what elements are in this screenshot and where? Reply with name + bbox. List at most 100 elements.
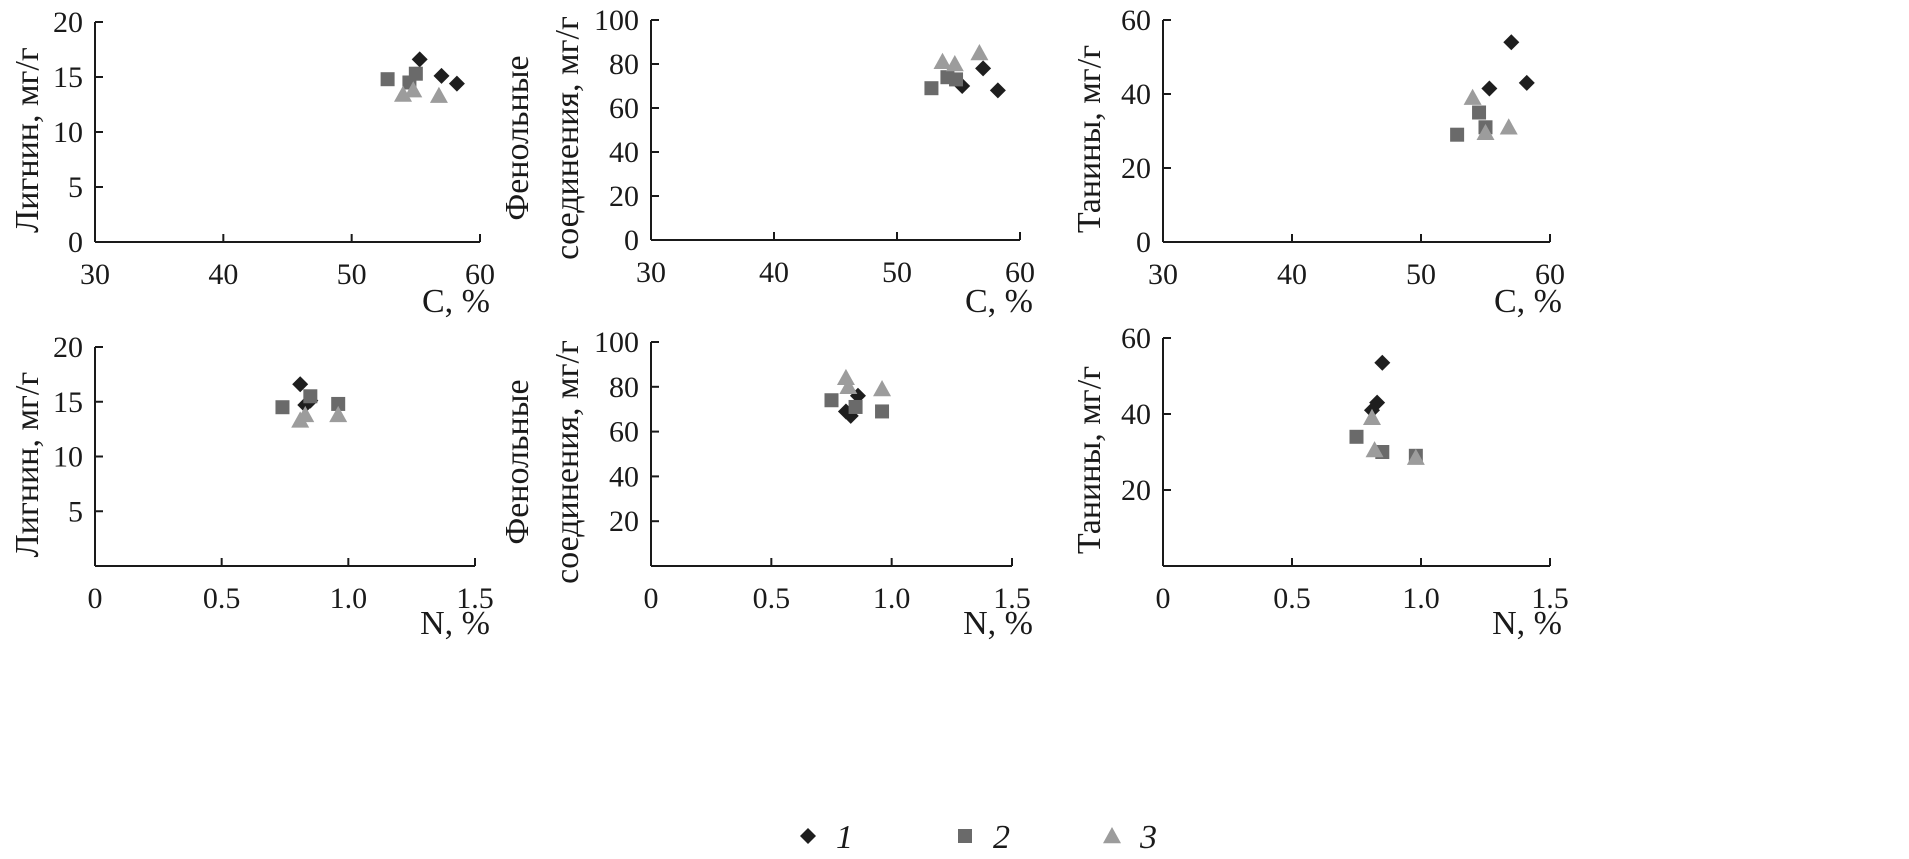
y-tick-label: 20 <box>53 331 83 364</box>
y-tick-label: 0 <box>624 224 639 257</box>
y-tick-label: 40 <box>609 460 639 493</box>
y-tick-label: 80 <box>609 48 639 81</box>
x-axis-title: N, % <box>1492 605 1562 642</box>
y-tick-label: 60 <box>609 92 639 125</box>
x-tick-label: 60 <box>465 258 495 291</box>
y-axis-title: Танины, мг/г <box>1071 45 1108 233</box>
x-tick-label: 40 <box>208 258 238 291</box>
x-tick-label: 0.5 <box>1273 582 1311 615</box>
data-point-series-2 <box>303 389 318 404</box>
data-point-series-3 <box>1362 408 1381 425</box>
data-point-series-3 <box>1499 118 1518 135</box>
chart-panel: 20 40 60 0 0.5 1.0 1.5N, % Танины, мг/г <box>1071 322 1569 642</box>
y-tick-label: 20 <box>1121 152 1151 185</box>
y-tick-label: 10 <box>53 116 83 149</box>
data-point-series-3 <box>1365 441 1384 458</box>
x-tick-label: 0.5 <box>203 582 241 615</box>
data-point-series-2 <box>875 404 890 419</box>
data-point-series-2 <box>1472 105 1487 120</box>
data-point-series-3 <box>1463 88 1482 105</box>
y-tick-label: 15 <box>53 61 83 94</box>
y-axis-title: Танины, мг/г <box>1071 366 1108 554</box>
chart-panel: 5 10 15 20 0 0.5 1.0 1.5N, % Лигнин, мг/г <box>9 331 494 642</box>
x-tick-label: 30 <box>636 256 666 289</box>
y-axis-title: Лигнин, мг/г <box>9 372 46 558</box>
data-point-series-2 <box>408 66 423 81</box>
x-tick-label: 0 <box>1156 582 1171 615</box>
x-tick-label: 0.5 <box>753 582 791 615</box>
data-point-series-1 <box>1369 394 1386 411</box>
data-point-series-3 <box>1476 123 1495 141</box>
data-point-series-1 <box>975 60 992 77</box>
data-point-series-1 <box>989 82 1006 99</box>
x-axis-title: C, % <box>1494 283 1562 320</box>
x-axis-title: N, % <box>963 605 1033 642</box>
data-point-series-1 <box>411 51 428 68</box>
data-point-series-3 <box>429 86 448 103</box>
x-tick-label: 30 <box>1148 258 1178 291</box>
x-tick-label: 50 <box>337 258 367 291</box>
data-point-series-3 <box>329 405 348 423</box>
y-axis-title: Фенольные <box>499 379 536 544</box>
x-tick-label: 1.0 <box>873 582 911 615</box>
legend: 1 2 3 <box>800 819 1157 856</box>
x-tick-label: 30 <box>80 258 110 291</box>
data-point-series-1 <box>292 376 309 393</box>
data-point-series-3 <box>1406 448 1425 465</box>
legend-marker-1 <box>800 828 816 844</box>
chart-panel: 20 40 60 80 100 0 0.5 1.0 1.5N, % Фенольные соедин… <box>499 326 1033 642</box>
data-point-series-2 <box>1349 429 1364 444</box>
y-tick-label: 100 <box>594 326 639 359</box>
data-point-series-3 <box>836 368 855 386</box>
y-tick-label: 80 <box>609 371 639 404</box>
x-tick-label: 1.0 <box>330 582 368 615</box>
data-point-series-1 <box>448 75 465 92</box>
x-tick-label: 60 <box>1005 256 1035 289</box>
data-point-series-3 <box>394 85 412 102</box>
legend-marker-3 <box>1103 827 1121 844</box>
data-point-series-1 <box>1518 74 1535 91</box>
x-tick-label: 1.5 <box>1531 582 1569 615</box>
x-tick-label: 50 <box>1406 258 1436 291</box>
data-point-series-3 <box>404 81 423 98</box>
data-point-series-1 <box>1374 354 1391 371</box>
data-point-series-2 <box>1450 127 1465 142</box>
x-tick-label: 40 <box>1277 258 1307 291</box>
y-axis-title: Лигнин, мг/г <box>9 47 46 233</box>
y-tick-label: 20 <box>609 505 639 538</box>
data-point-series-2 <box>275 400 290 415</box>
x-tick-label: 0 <box>88 582 103 615</box>
y-axis-title: соединения, мг/г <box>549 340 586 584</box>
x-axis-title: N, % <box>420 605 490 642</box>
data-point-series-2 <box>924 81 939 96</box>
legend-label-1: 1 <box>836 819 853 856</box>
legend-label-3: 3 <box>1139 819 1157 856</box>
data-point-series-1 <box>1503 34 1520 51</box>
data-point-series-1 <box>433 67 450 84</box>
y-axis-title: соединения, мг/г <box>549 16 586 260</box>
x-tick-label: 0 <box>644 582 659 615</box>
data-point-series-3 <box>945 55 964 72</box>
x-tick-label: 60 <box>1535 258 1565 291</box>
data-point-series-2 <box>331 396 346 411</box>
data-point-series-3 <box>970 44 989 61</box>
data-point-series-2 <box>824 393 839 408</box>
y-tick-label: 60 <box>1121 322 1151 355</box>
data-point-series-2 <box>848 399 863 414</box>
data-point-series-3 <box>296 405 315 423</box>
legend-marker-2 <box>958 829 972 843</box>
data-point-series-3 <box>873 380 892 397</box>
y-tick-label: 100 <box>594 4 639 37</box>
y-axis-title: Фенольные <box>499 55 536 220</box>
y-tick-label: 5 <box>68 171 83 204</box>
y-tick-label: 15 <box>53 386 83 419</box>
y-tick-label: 40 <box>1121 398 1151 431</box>
y-tick-label: 20 <box>1121 474 1151 507</box>
chart-panel: 0 5 10 15 20 30 40 50 60C, % Лигнин, мг/г <box>9 6 495 320</box>
data-point-series-3 <box>839 377 858 394</box>
data-point-series-2 <box>949 72 964 87</box>
data-point-series-1 <box>1481 80 1498 97</box>
legend-label-2: 2 <box>993 819 1010 856</box>
